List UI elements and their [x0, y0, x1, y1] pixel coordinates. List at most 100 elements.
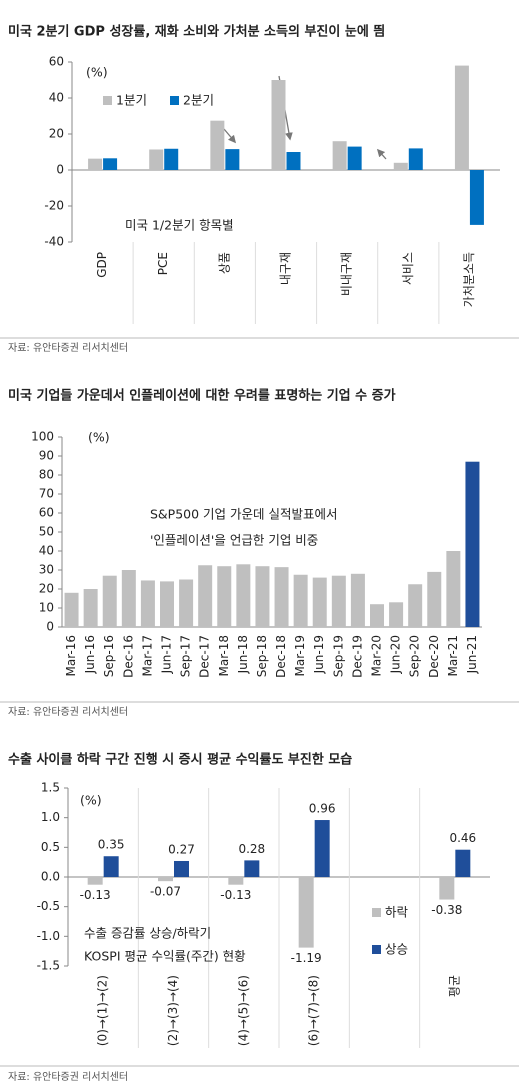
x-tick-label: Dec-16	[121, 635, 135, 678]
bar	[446, 551, 461, 627]
bar	[121, 570, 136, 627]
data-label: 0.96	[309, 802, 336, 816]
x-tick-label: 가처분소득	[462, 252, 476, 307]
x-tick-label: GDP	[95, 252, 109, 278]
bar	[408, 584, 423, 627]
x-tick-label: (4)→(5)→(6)	[236, 975, 250, 1046]
bar	[236, 564, 251, 627]
y-tick-label: 0.5	[41, 840, 60, 854]
bar	[469, 170, 484, 225]
bar	[312, 577, 327, 627]
chart-title: 미국 2분기 GDP 성장률, 재화 소비와 가처분 소득의 부진이 눈에 띔	[8, 24, 385, 40]
x-tick-label: 평균	[447, 975, 461, 997]
legend-label: 2분기	[183, 93, 214, 108]
source: 자료: 유안타증권 리서치센터	[8, 706, 128, 718]
bar	[271, 80, 286, 170]
data-label: 0.27	[168, 842, 195, 856]
bar	[389, 602, 404, 627]
annotation: KOSPI 평균 수익률(주간) 현황	[84, 949, 246, 964]
source: 자료: 유안타증권 리서치센터	[8, 342, 128, 354]
x-tick-label: 상품	[217, 252, 231, 274]
y-tick-label: 1.0	[41, 810, 60, 824]
x-tick-label: Jun-20	[389, 635, 403, 674]
bar	[158, 877, 173, 882]
y-tick-label: -40	[44, 235, 64, 249]
y-tick-label: 0	[46, 620, 54, 634]
bar	[347, 146, 362, 170]
bar	[370, 604, 384, 627]
bar	[332, 141, 347, 170]
bar	[87, 877, 103, 885]
y-tick-label: 60	[39, 506, 54, 520]
x-tick-label: (0)→(1)→(2)	[96, 975, 110, 1046]
x-tick-label: Dec-18	[274, 635, 288, 678]
bar	[408, 148, 423, 170]
bar	[103, 158, 118, 170]
x-tick-label: Dec-20	[427, 635, 441, 678]
bar	[393, 162, 408, 170]
x-tick-label: Sep-16	[102, 635, 116, 677]
x-tick-label: Jun-17	[160, 635, 174, 674]
x-tick-label: Jun-16	[83, 635, 97, 674]
x-tick-label: Jun-19	[312, 635, 326, 674]
x-tick-label: Sep-19	[331, 635, 345, 677]
bar	[439, 877, 455, 900]
data-label: 0.46	[449, 831, 476, 845]
bar	[83, 589, 98, 627]
y-tick-label: -1.0	[37, 929, 60, 943]
bar	[427, 571, 442, 627]
x-tick-label: 서비스	[401, 252, 415, 285]
bar	[286, 152, 301, 170]
legend-label: 하락	[385, 905, 409, 920]
bar	[149, 149, 164, 170]
x-tick-label: Dec-19	[350, 635, 364, 678]
y-tick-label: 40	[49, 91, 64, 105]
arrow	[376, 148, 387, 160]
legend-swatch	[372, 945, 381, 954]
annotation: (%)	[80, 793, 102, 808]
data-label: -0.38	[431, 903, 462, 917]
bar	[174, 860, 189, 877]
y-tick-label: 40	[39, 544, 54, 558]
data-label: -0.13	[220, 888, 251, 902]
y-tick-label: 60	[49, 55, 64, 69]
legend-label: 상승	[385, 942, 408, 957]
data-label: -1.19	[291, 951, 322, 965]
bar	[314, 820, 330, 877]
x-tick-label: (2)→(3)→(4)	[166, 975, 180, 1046]
bar	[160, 581, 174, 627]
bar	[217, 566, 232, 627]
x-tick-label: PCE	[156, 252, 170, 275]
chart-title: 수출 사이클 하락 구간 진행 시 증시 평균 수익률도 부진한 모습	[8, 752, 352, 768]
legend-swatch	[103, 96, 112, 105]
x-tick-label: Jun-18	[236, 635, 250, 674]
bar	[454, 65, 469, 170]
y-tick-label: -1.5	[37, 959, 60, 973]
legend-label: 1분기	[116, 93, 147, 108]
y-tick-label: -20	[44, 199, 64, 213]
y-tick-label: 70	[39, 487, 54, 501]
bar	[228, 877, 244, 885]
annotation: 수출 증감률 상승/하락기	[84, 926, 211, 941]
bar	[103, 856, 119, 877]
x-tick-label: (6)→(7)→(8)	[307, 975, 321, 1046]
y-tick-label: 0.0	[41, 870, 60, 884]
bar	[350, 573, 365, 627]
x-tick-label: Mar-19	[293, 635, 307, 676]
bar	[179, 579, 194, 627]
annotation: (%)	[86, 65, 108, 80]
bar	[244, 860, 260, 877]
data-label: 0.35	[98, 838, 125, 852]
arrow	[223, 128, 237, 144]
y-tick-label: 10	[39, 601, 54, 615]
x-tick-label: Jun-21	[465, 635, 479, 674]
annotation: (%)	[88, 430, 110, 445]
bar	[225, 149, 240, 170]
y-tick-label: -0.5	[37, 899, 60, 913]
bar	[255, 566, 270, 627]
bar	[164, 148, 179, 170]
data-label: -0.13	[80, 888, 111, 902]
bar	[274, 567, 289, 627]
